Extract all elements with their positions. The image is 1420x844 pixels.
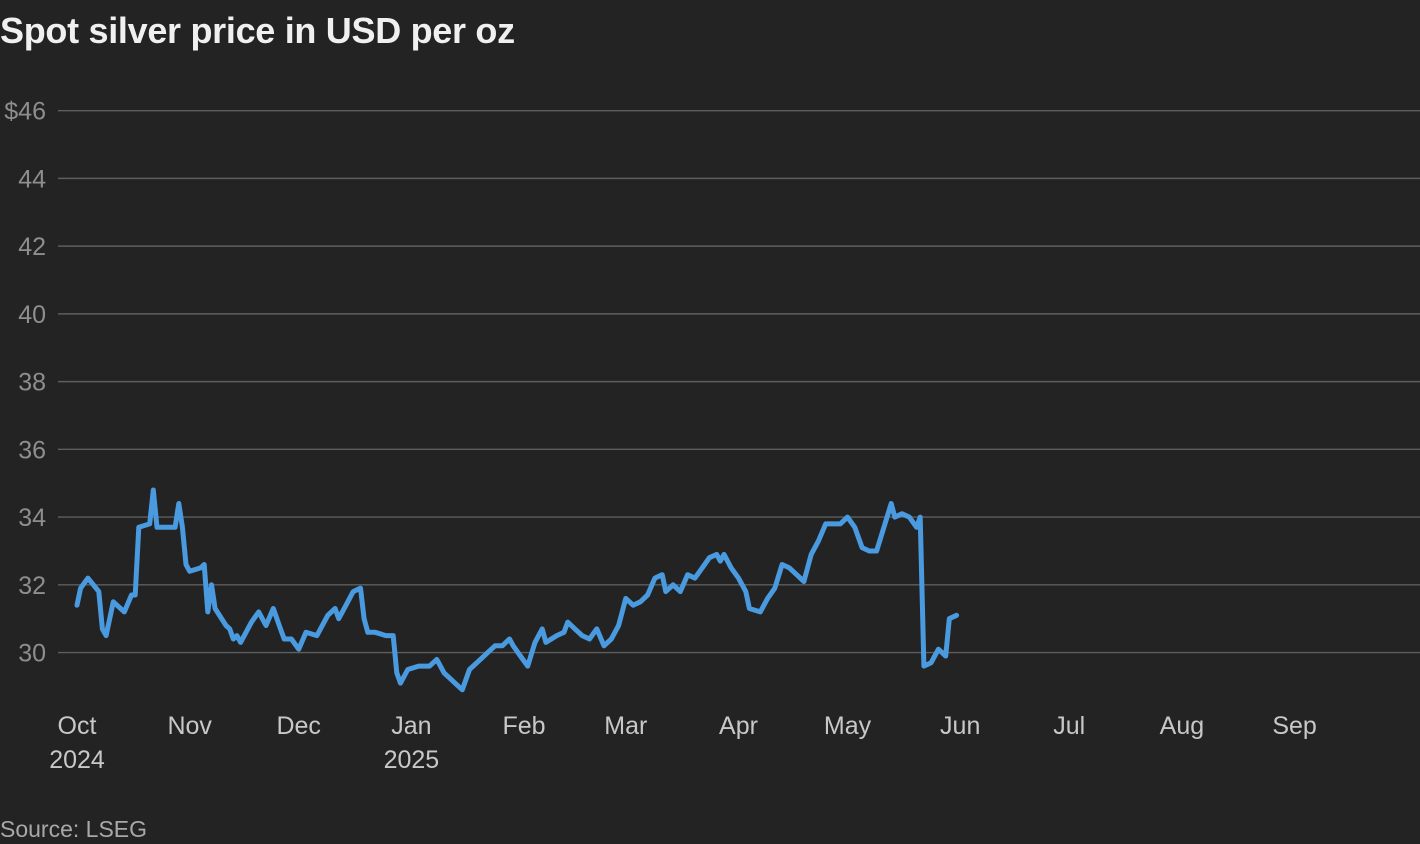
x-axis-ticks: Oct 2024 Nov Dec Jan 2025 Feb Mar Apr May Jun Jul Au… [49,712,1317,774]
x-tick-year-label: 2025 [384,746,440,774]
x-tick-label: Nov [167,712,212,740]
y-tick-label: 32 [18,572,46,600]
x-tick-label: May [824,712,872,740]
x-tick-label: Jun [940,712,980,740]
x-tick-label: Oct [58,712,97,740]
y-tick-label: 44 [18,165,46,193]
series-group [74,487,960,693]
series-line [74,487,960,693]
y-tick-label: 34 [18,504,46,532]
source-note: Source: LSEG [0,816,148,842]
y-tick-label: 40 [18,301,46,329]
y-axis-ticks: 30 32 34 36 38 40 42 44 $46 [4,98,46,668]
y-tick-label: $46 [4,98,46,126]
x-tick-label: Jul [1053,712,1085,740]
y-tick-label: 38 [18,369,46,397]
x-tick-label: Feb [503,712,546,740]
x-tick-label: Sep [1272,712,1316,740]
y-tick-label: 42 [18,233,46,261]
x-tick-year-label: 2024 [49,746,105,774]
x-tick-label: Dec [276,712,320,740]
y-tick-label: 30 [18,640,46,668]
x-tick-label: Mar [604,712,647,740]
y-tick-label: 36 [18,436,46,464]
x-tick-label: Aug [1160,712,1204,740]
x-tick-label: Jan [391,712,431,740]
gridlines [58,109,1420,654]
chart-title: Spot silver price in USD per oz [0,10,515,51]
x-tick-label: Apr [719,712,758,740]
